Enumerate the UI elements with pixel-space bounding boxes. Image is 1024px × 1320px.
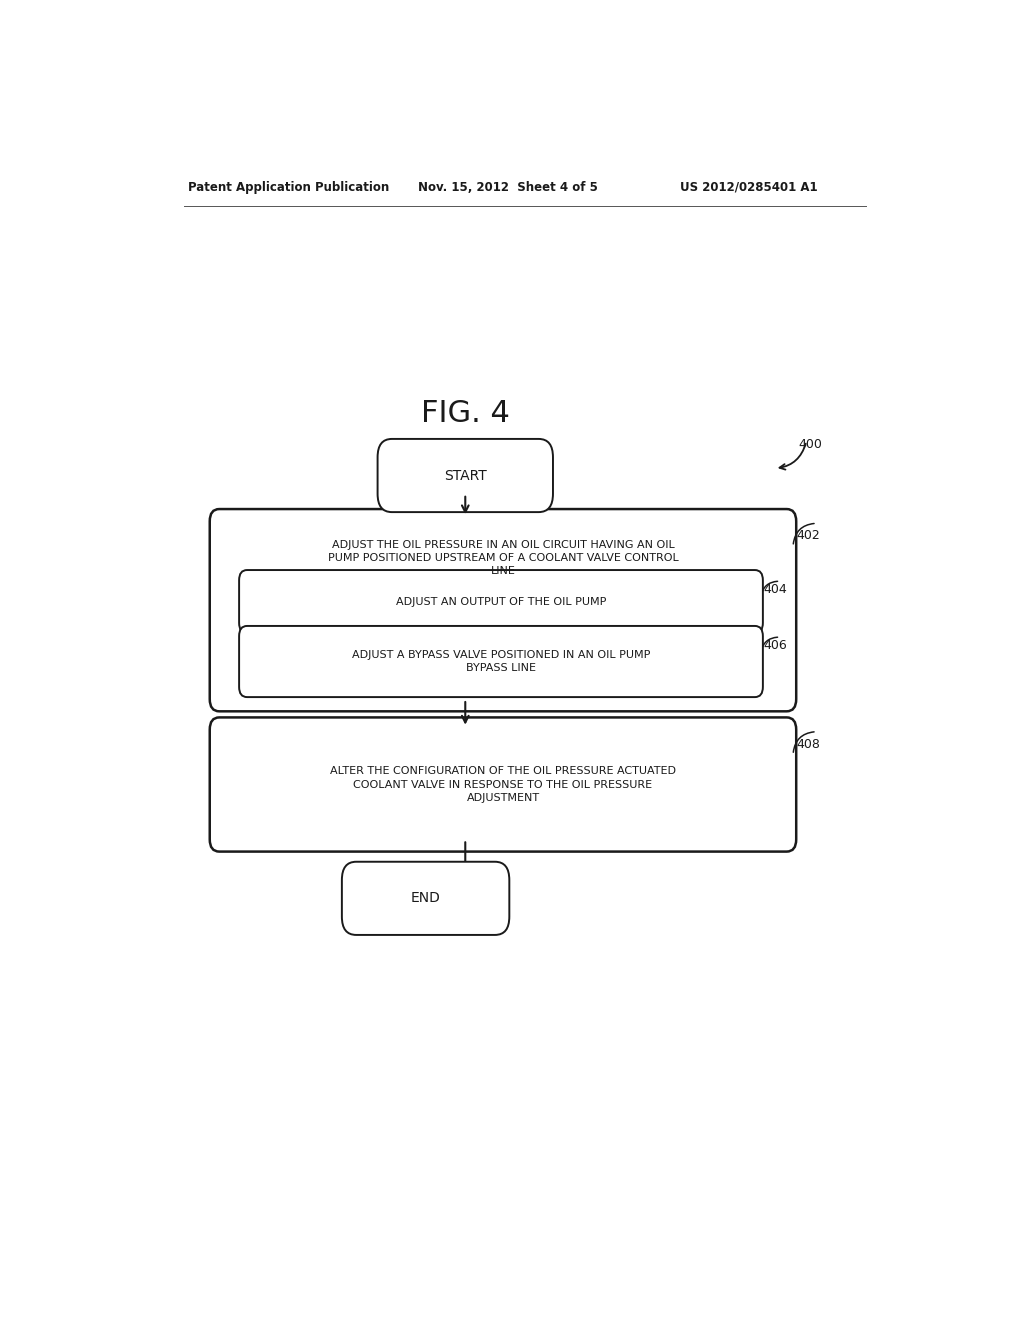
Text: 400: 400 — [799, 438, 822, 451]
Text: ADJUST THE OIL PRESSURE IN AN OIL CIRCUIT HAVING AN OIL
PUMP POSITIONED UPSTREAM: ADJUST THE OIL PRESSURE IN AN OIL CIRCUI… — [328, 540, 678, 576]
FancyBboxPatch shape — [378, 440, 553, 512]
Text: ADJUST AN OUTPUT OF THE OIL PUMP: ADJUST AN OUTPUT OF THE OIL PUMP — [396, 597, 606, 607]
Text: Patent Application Publication: Patent Application Publication — [187, 181, 389, 194]
FancyBboxPatch shape — [210, 718, 797, 851]
Text: END: END — [411, 891, 440, 906]
Text: FIG. 4: FIG. 4 — [421, 399, 510, 428]
FancyBboxPatch shape — [239, 570, 763, 634]
Text: 404: 404 — [763, 583, 786, 597]
FancyBboxPatch shape — [210, 510, 797, 711]
Text: START: START — [444, 469, 486, 483]
Text: Nov. 15, 2012  Sheet 4 of 5: Nov. 15, 2012 Sheet 4 of 5 — [418, 181, 598, 194]
Text: 406: 406 — [763, 639, 786, 652]
FancyBboxPatch shape — [239, 626, 763, 697]
FancyBboxPatch shape — [342, 862, 509, 935]
Text: 408: 408 — [797, 738, 820, 751]
Text: US 2012/0285401 A1: US 2012/0285401 A1 — [680, 181, 817, 194]
Text: ALTER THE CONFIGURATION OF THE OIL PRESSURE ACTUATED
COOLANT VALVE IN RESPONSE T: ALTER THE CONFIGURATION OF THE OIL PRESS… — [330, 767, 676, 803]
Text: 402: 402 — [797, 529, 820, 543]
Text: ADJUST A BYPASS VALVE POSITIONED IN AN OIL PUMP
BYPASS LINE: ADJUST A BYPASS VALVE POSITIONED IN AN O… — [352, 649, 650, 673]
